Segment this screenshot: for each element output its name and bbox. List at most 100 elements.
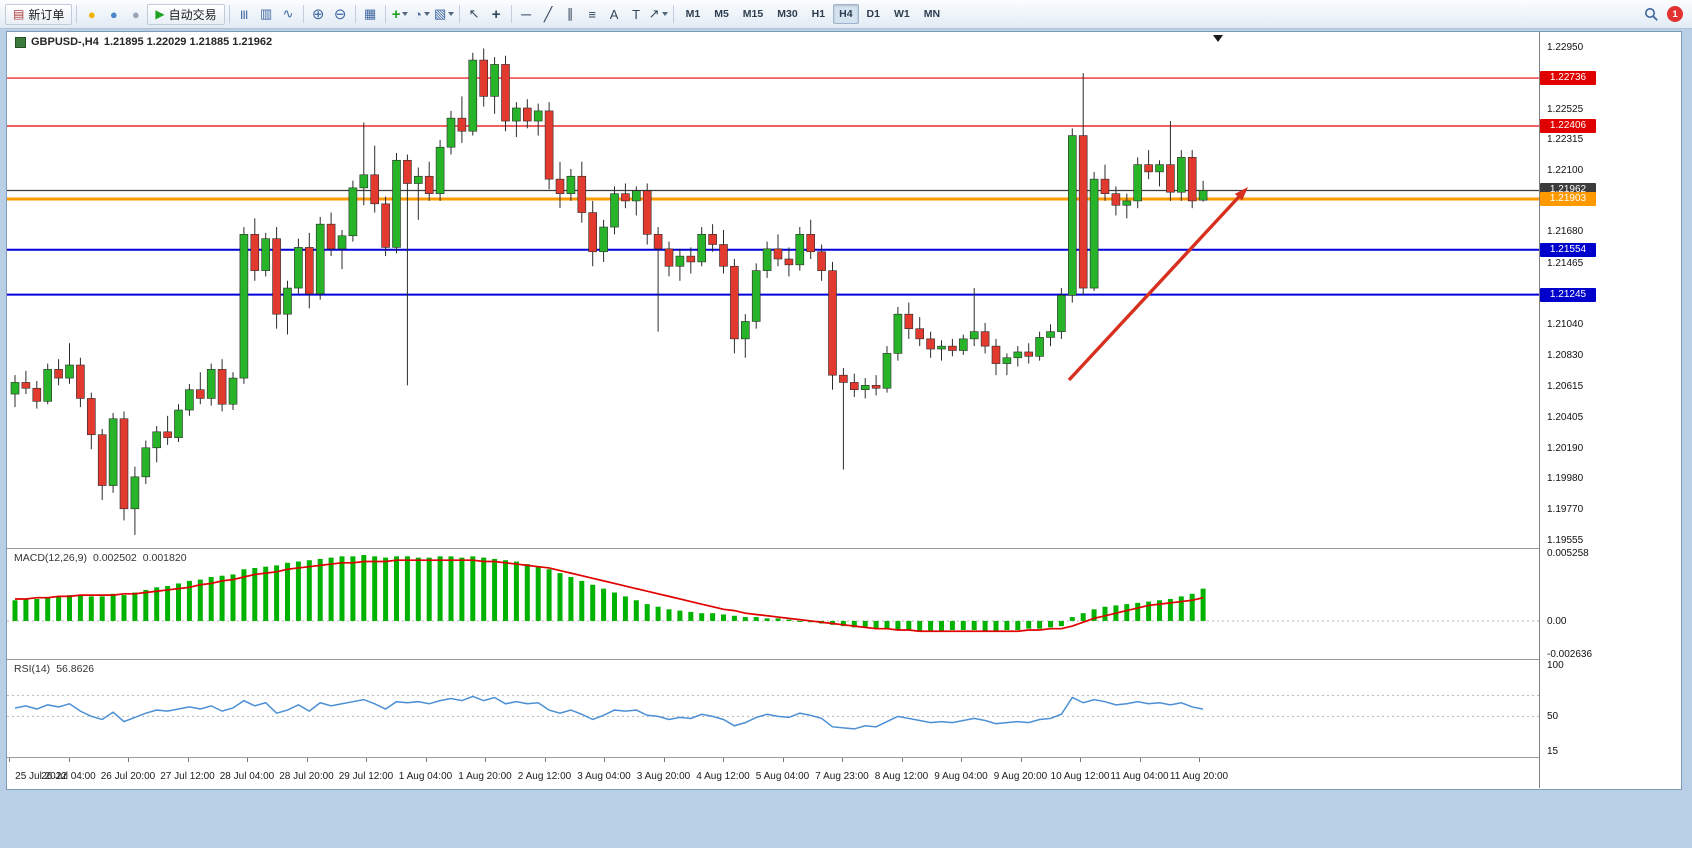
price-axis[interactable]: 1.22950 1.22525 1.22315 1.22100 1.21680 1.214… <box>1539 32 1681 788</box>
price-line-badge: 1.22736 <box>1540 71 1596 86</box>
panel-splitter[interactable] <box>7 659 1681 660</box>
price-axis-label: 1.22950 <box>1547 42 1584 53</box>
time-axis-label: 5 Aug 04:00 <box>755 771 810 782</box>
market-icon[interactable]: ● <box>131 6 140 22</box>
toolbar-separator <box>76 5 78 23</box>
chart-window[interactable]: GBPUSD-,H4 1.21895 1.22029 1.21885 1.219… <box>6 31 1682 790</box>
time-axis-label: 26 Jul 04:00 <box>41 771 96 782</box>
timeframe-button-h4[interactable]: H4 <box>833 4 859 24</box>
trendline-icon[interactable]: ╱ <box>543 5 553 22</box>
macd-value: 0.002502 <box>92 552 137 564</box>
timeframe-button-d1[interactable]: D1 <box>866 8 880 20</box>
macd-label: MACD(12,26,9) 0.002502 0.001820 <box>14 552 187 564</box>
arrows-icon[interactable]: ↗ <box>648 4 669 24</box>
new-order-icon: ▤ <box>13 7 25 21</box>
time-axis-tick <box>723 758 724 762</box>
toolbar-separator <box>384 5 386 23</box>
zoom-out-icon[interactable]: ⊖ <box>333 6 347 23</box>
price-axis-label: 1.20190 <box>1547 442 1584 454</box>
time-axis[interactable]: 25 Jul 2022 26 Jul 04:00 26 Jul 20:00 27 Ju… <box>7 758 1539 788</box>
price-chart-canvas[interactable] <box>7 32 1539 548</box>
price-axis-label: 1.19980 <box>1547 473 1584 485</box>
label-icon[interactable]: T <box>632 6 641 22</box>
time-axis-tick <box>366 758 367 762</box>
time-axis-tick <box>1020 758 1022 762</box>
time-axis-tick <box>1139 758 1141 762</box>
periods-icon[interactable]: ◔ <box>412 4 433 24</box>
templates-icon[interactable]: ▧ <box>434 4 455 24</box>
cursor-icon[interactable]: ↖ <box>468 6 480 21</box>
time-axis-tick <box>187 758 189 762</box>
rsi-panel[interactable]: RSI(14) 56.8626 <box>7 660 1539 757</box>
community-icon[interactable]: ● <box>109 6 118 22</box>
time-axis-label: 25 Jul 2022 <box>15 771 67 782</box>
horizontal-line-icon[interactable]: ─ <box>521 6 532 22</box>
time-axis-label: 10 Aug 12:00 <box>1050 771 1110 782</box>
zoom-in-icon[interactable]: ⊕ <box>311 6 325 23</box>
crosshair-icon[interactable]: + <box>491 5 501 23</box>
timeframe-button-m30[interactable]: M30 <box>777 8 798 20</box>
candlestick-icon[interactable]: ▥ <box>259 6 273 21</box>
rsi-line <box>14 695 1204 730</box>
channel-icon[interactable]: ∥ <box>566 6 574 21</box>
search-icon[interactable] <box>1641 4 1662 24</box>
autotrading-button-label: 自动交易 <box>168 7 217 22</box>
timeframe-button-h1[interactable]: H1 <box>811 8 826 20</box>
time-axis-tick <box>306 758 308 762</box>
time-axis-tick <box>544 758 546 762</box>
timeframe-button-m5[interactable]: M5 <box>714 8 729 20</box>
main-toolbar: ▤ 新订单 ● ● ● ▶ 自动交易 ||| ▥ ∿ ⊕ ⊖ ▦ + ◔ ▧ ↖ + ─ ╱ ∥ ≡ A T ↗ M1 M5 M15 M… <box>0 0 1692 29</box>
notification-badge[interactable]: 1 <box>1667 6 1683 22</box>
time-axis-tick <box>663 758 665 762</box>
macd-panel[interactable]: MACD(12,26,9) 0.002502 0.001820 <box>7 549 1539 659</box>
rsi-scale-label: 100 <box>1547 660 1564 671</box>
scroll-end-marker-icon <box>1213 35 1223 42</box>
time-axis-label: 7 Aug 23:00 <box>815 771 869 782</box>
time-axis-label: 4 Aug 12:00 <box>696 771 750 782</box>
time-axis-tick <box>128 758 129 762</box>
indicators-icon[interactable]: + <box>390 4 411 24</box>
text-icon[interactable]: A <box>609 6 619 22</box>
time-axis-label: 27 Jul 12:00 <box>160 771 215 782</box>
price-axis-label: 1.19770 <box>1547 503 1584 515</box>
metaeditor-icon[interactable]: ● <box>87 6 96 22</box>
timeframe-button-m15[interactable]: M15 <box>742 8 764 20</box>
rsi-value: 56.8626 <box>56 663 95 675</box>
rsi-scale-label: 50 <box>1547 711 1559 723</box>
price-axis-label: 1.22100 <box>1547 165 1584 177</box>
price-line-badge: 1.22406 <box>1540 118 1596 133</box>
new-order-button[interactable]: ▤ 新订单 <box>5 3 73 25</box>
time-axis-label: 8 Aug 12:00 <box>874 771 929 782</box>
price-axis-label: 1.20405 <box>1547 411 1584 423</box>
time-axis-tick <box>782 758 784 762</box>
timeframe-button-m1[interactable]: M1 <box>685 8 701 20</box>
bar-chart-icon[interactable]: ||| <box>240 9 248 19</box>
panel-splitter[interactable] <box>7 548 1681 549</box>
macd-canvas[interactable] <box>7 549 1539 659</box>
timeframe-button-w1[interactable]: W1 <box>893 8 910 20</box>
toolbar-separator <box>228 5 230 23</box>
macd-signal-line <box>15 559 1204 633</box>
price-axis-label: 1.21465 <box>1547 257 1584 269</box>
timeframe-button-mn[interactable]: MN <box>923 8 941 20</box>
rsi-label: RSI(14) 56.8626 <box>14 663 95 675</box>
fibonacci-icon[interactable]: ≡ <box>588 6 596 22</box>
tile-windows-icon[interactable]: ▦ <box>363 6 377 21</box>
time-axis-tick <box>604 758 605 762</box>
time-axis-tick <box>901 758 903 762</box>
symbol-label: GBPUSD-,H4 <box>31 36 99 48</box>
time-axis-tick <box>68 758 70 762</box>
rsi-canvas[interactable] <box>7 660 1539 757</box>
price-axis-label: 1.20615 <box>1547 381 1584 393</box>
price-chart-panel[interactable]: GBPUSD-,H4 1.21895 1.22029 1.21885 1.219… <box>7 32 1539 548</box>
time-axis-label: 29 Jul 12:00 <box>338 771 394 782</box>
time-axis-tick <box>842 758 843 762</box>
time-axis-label: 1 Aug 20:00 <box>458 771 512 782</box>
time-axis-label: 9 Aug 04:00 <box>934 771 988 782</box>
symbol-ohlc-label: GBPUSD-,H4 1.21895 1.22029 1.21885 1.219… <box>15 36 272 48</box>
new-order-button-label: 新订单 <box>28 7 65 22</box>
time-axis-tick <box>485 758 486 762</box>
toolbar-separator <box>302 5 304 23</box>
line-chart-icon[interactable]: ∿ <box>282 6 294 21</box>
autotrading-button[interactable]: ▶ 自动交易 <box>147 3 225 25</box>
